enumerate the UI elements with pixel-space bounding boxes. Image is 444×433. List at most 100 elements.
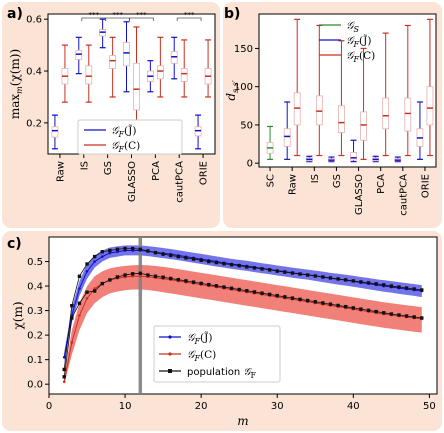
box-b [382,97,390,130]
population-point [366,308,371,313]
population-point [245,289,249,293]
x-tick-label-b: cautPCA [398,174,409,216]
data-point-red [78,314,81,317]
y-axis-label-a: maxm(χ(m)) [8,49,24,119]
x-tick-label-b: ORIE [420,174,431,198]
y-tick-label-c: 0.4 [27,282,43,293]
legend-label-a: 𝒢F(C) [111,140,140,154]
significance-label-a: *** [136,11,147,19]
legend-label-c: 𝒢F(C) [187,349,216,363]
x-tick-label-c: 30 [271,401,284,412]
x-tick-label-c: 10 [119,401,132,412]
population-point [222,285,226,289]
population-point [344,278,348,282]
y-tick-label-c: 0.1 [27,355,43,366]
population-point [397,313,401,317]
population-point [130,246,135,251]
population-point [397,285,401,289]
panel-c: 0.0 0.1 0.2 0.3 0.4 0.5 0 10 20 30 40 50 m χ(m) c) 𝒢F(J… [2,231,442,431]
population-point [85,262,89,266]
box-a [51,126,59,138]
population-point [298,272,302,276]
population-point [275,269,279,273]
population-point [70,316,74,320]
legend-marker-c [168,352,172,356]
population-point [115,275,120,279]
y-axis-label-c: χ(m) [11,301,25,329]
x-tick-label-b: GS [332,174,343,188]
boxplot-a: 0.2 0.4 0.6 Raw IS GS GLASSO PCA cautPCA ORIE maxm… [7,6,216,203]
population-point [92,289,97,293]
box-b [426,86,434,126]
population-point [321,301,325,305]
legend-label-b: 𝒢F(C) [346,50,375,64]
y-tick-label-b: 150 [234,44,253,55]
population-point [62,367,66,372]
boxplot-b: 0 50 100 150 SC Raw IS GS GLASSO PCA cautPCA ORIE ds… [224,6,437,216]
population-point [389,312,394,316]
population-point [191,280,196,284]
population-point [351,279,356,283]
population-point [138,271,142,276]
x-tick-label-b: PCA [376,174,387,194]
y-tick-label-c: 0.5 [27,257,43,268]
population-point [290,296,295,300]
population-point [344,304,348,309]
y-tick-label-b: 100 [234,82,253,93]
box-a [180,68,188,82]
population-point [207,282,211,287]
box-b [350,152,357,161]
population-point [176,254,181,259]
x-tick-label-a: ORIE [199,161,210,185]
population-point [389,284,394,288]
population-point [184,256,188,260]
data-point-blue [78,287,81,290]
x-axis-label-c: m [237,414,248,428]
population-point [146,249,150,253]
significance-label-a: *** [112,11,123,19]
population-point [108,278,112,282]
data-point-red [131,274,134,278]
x-tick-label-b: SC [266,174,277,187]
x-tick-label-a: Raw [55,161,66,182]
box-b [315,95,323,126]
population-point [420,316,424,320]
population-point [412,315,416,319]
population-point [100,281,104,286]
population-point [191,257,196,261]
population-point [382,311,386,315]
y-tick-label-c: 0.3 [27,306,43,317]
population-point [305,273,310,277]
legend-marker-c [168,335,172,339]
population-point [237,287,241,292]
line-chart-c: 0.0 0.1 0.2 0.3 0.4 0.5 0 10 20 30 40 50 m χ(m) c) 𝒢F(J… [7,236,438,428]
population-point [161,252,165,256]
confidence-band-red [64,264,422,385]
population-point [153,251,158,255]
population-point [313,300,317,304]
population-point [123,273,127,277]
y-tick-label-c: 0.2 [27,331,43,342]
population-point [313,274,317,278]
population-point [328,302,333,306]
data-point-red [62,380,66,384]
population-point [100,250,104,254]
data-point-blue [116,250,119,254]
population-point [62,375,66,379]
legend-marker-c [168,369,172,373]
legend-label-b: 𝒢S [346,20,359,34]
y-tick-label-c: 0.0 [27,380,43,391]
data-point-blue [108,251,112,255]
population-point [404,314,409,318]
legend-c [153,325,281,383]
legend-label-c: population 𝒢F [187,367,257,380]
x-tick-label-a: cautPCA [175,161,186,203]
population-point [283,295,287,299]
significance-bracket-a [129,17,154,21]
population-point [222,262,226,266]
box-a [109,55,117,69]
population-point [176,277,181,282]
significance-label-a: *** [88,11,99,19]
x-tick-label-c: 40 [347,401,360,412]
panel-label-b: b) [224,6,240,22]
